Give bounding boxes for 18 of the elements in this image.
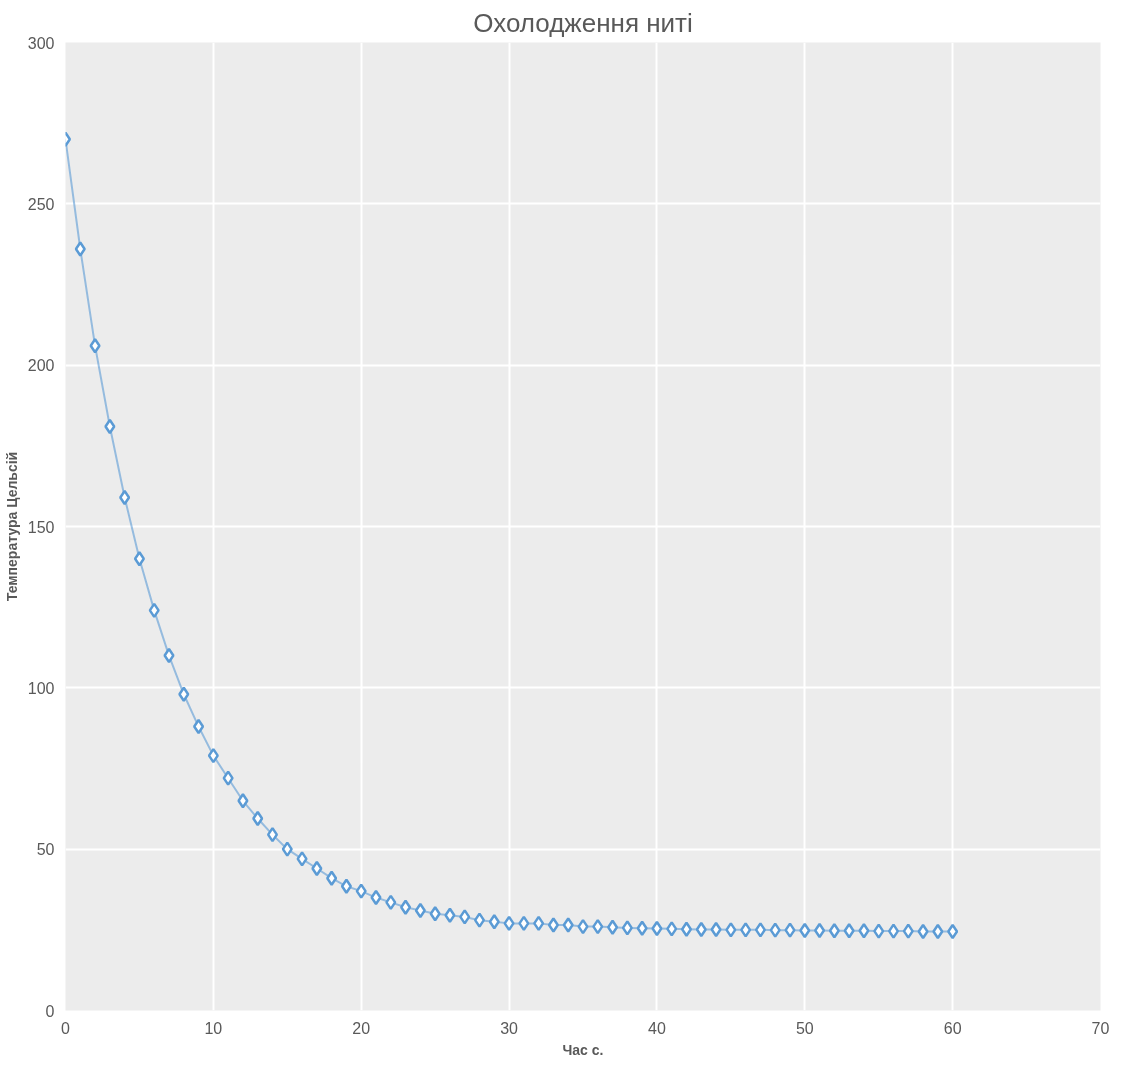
x-tick-label: 30 bbox=[500, 1019, 519, 1037]
x-tick-label: 10 bbox=[204, 1019, 223, 1037]
x-tick-label: 0 bbox=[61, 1019, 71, 1037]
x-axis-title: Час с. bbox=[562, 1041, 604, 1058]
x-tick-label: 20 bbox=[352, 1019, 371, 1037]
y-tick-label: 200 bbox=[27, 357, 55, 375]
y-tick-label: 50 bbox=[36, 841, 55, 859]
x-tick-label: 70 bbox=[1091, 1019, 1110, 1037]
y-axis-title: Температура Цельсій bbox=[3, 451, 20, 602]
y-tick-label: 0 bbox=[45, 1002, 55, 1020]
y-tick-label: 100 bbox=[27, 679, 55, 697]
y-tick-label: 250 bbox=[27, 195, 55, 213]
chart-title: Охолодження ниті bbox=[473, 7, 693, 38]
x-tick-label: 40 bbox=[648, 1019, 666, 1037]
x-tick-label: 60 bbox=[943, 1019, 962, 1037]
x-tick-label: 50 bbox=[795, 1019, 814, 1037]
y-tick-label: 150 bbox=[27, 518, 55, 536]
y-tick-label: 300 bbox=[27, 34, 55, 52]
